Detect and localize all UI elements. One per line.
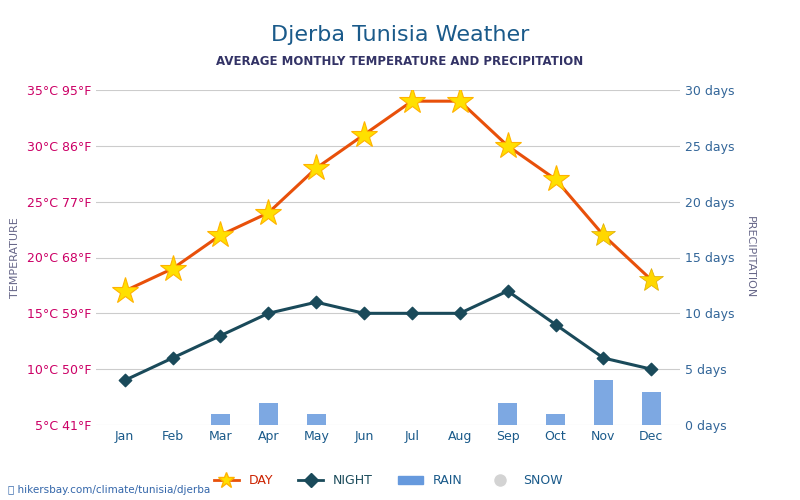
Text: 📍 hikersbay.com/climate/tunisia/djerba: 📍 hikersbay.com/climate/tunisia/djerba [8,485,210,495]
Bar [546,414,565,425]
Text: Djerba Tunisia Weather: Djerba Tunisia Weather [271,25,529,45]
Point [358,310,370,318]
Point [549,320,562,328]
Point [502,287,514,295]
Bar [306,414,326,425]
Point [406,310,418,318]
Bar [498,402,518,425]
Point [214,332,227,340]
Y-axis label: PRECIPITATION: PRECIPITATION [745,216,755,298]
Point [118,376,131,384]
Y-axis label: TEMPERATURE: TEMPERATURE [10,217,20,298]
Bar [258,402,278,425]
Point [645,365,658,373]
Legend: DAY, NIGHT, RAIN, SNOW: DAY, NIGHT, RAIN, SNOW [209,470,567,492]
Point [454,310,466,318]
Text: AVERAGE MONTHLY TEMPERATURE AND PRECIPITATION: AVERAGE MONTHLY TEMPERATURE AND PRECIPIT… [216,55,584,68]
Bar [642,392,661,425]
Point [262,310,274,318]
Point [166,354,179,362]
Point [310,298,322,306]
Bar [594,380,613,425]
Point [597,354,610,362]
Bar [211,414,230,425]
